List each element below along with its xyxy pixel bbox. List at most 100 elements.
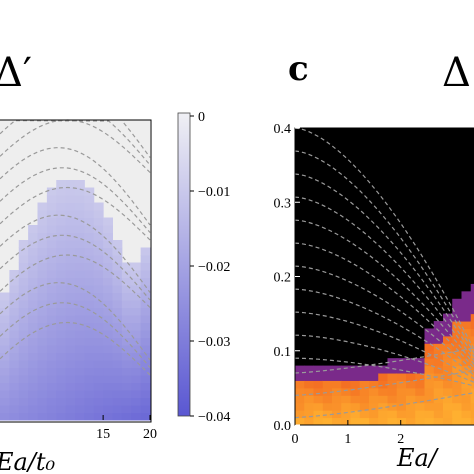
left-heat-cell xyxy=(0,345,10,353)
left-heat-cell xyxy=(56,202,67,211)
left-heat-cell xyxy=(112,330,123,338)
right-heat-cell xyxy=(470,335,474,344)
left-heat-cell xyxy=(65,255,76,263)
left-heat-cell xyxy=(75,412,85,421)
right-heat-cell xyxy=(406,365,416,374)
left-heat-cell xyxy=(56,187,67,196)
left-heat-cell xyxy=(121,360,132,368)
right-heat-cell xyxy=(424,335,435,344)
right-heat-cell xyxy=(313,373,324,381)
left-heat-cell xyxy=(65,262,76,271)
left-heat-cell xyxy=(131,367,142,376)
left-heat-cell xyxy=(37,390,48,398)
right-heat-cell xyxy=(415,373,425,381)
left-heat-cell xyxy=(112,315,123,323)
left-heat-cell xyxy=(56,352,67,361)
right-x-tick-label: 0 xyxy=(292,432,299,447)
left-heat-cell xyxy=(0,367,10,376)
right-y-ticks: 0.0 0.1 0.2 0.3 0.4 xyxy=(274,122,300,434)
left-heat-cell xyxy=(131,345,142,353)
left-heat-cell xyxy=(56,337,67,346)
left-heat-cell xyxy=(28,300,38,308)
left-heat-cell xyxy=(46,300,57,308)
right-heat-cell xyxy=(396,387,407,396)
right-dashed-curve xyxy=(294,265,474,373)
right-heat-cell xyxy=(461,387,472,396)
left-heat-cell xyxy=(131,315,142,323)
left-heat-cell xyxy=(65,322,76,331)
left-heat-cell xyxy=(84,330,95,338)
left-heat-cell xyxy=(9,315,20,323)
right-heat-cell xyxy=(452,298,462,307)
left-heat-cell xyxy=(56,247,67,256)
left-heat-cell xyxy=(103,255,113,263)
right-heat-cell xyxy=(378,395,388,404)
right-heat-cell xyxy=(433,417,444,426)
right-heat-cell xyxy=(452,365,462,374)
left-heat-cell xyxy=(103,360,113,368)
left-heat-cell xyxy=(121,285,132,293)
right-heat-cell xyxy=(295,417,305,426)
right-heat-cell xyxy=(396,395,407,404)
right-heat-cell xyxy=(470,380,474,389)
left-heat-cell xyxy=(65,217,76,226)
right-heat-cell xyxy=(313,402,324,411)
right-heat-cell xyxy=(350,373,361,381)
left-heat-cell xyxy=(112,285,123,293)
right-heat-cell xyxy=(424,373,435,381)
right-heat-cell xyxy=(461,343,472,352)
left-heat-cell xyxy=(75,262,85,271)
left-heat-cell xyxy=(121,307,132,316)
right-dashed-curve-lower xyxy=(294,369,474,396)
left-heat-cell xyxy=(112,255,123,263)
left-heat-cell xyxy=(103,285,113,293)
right-heat-cell xyxy=(433,358,444,367)
left-heat-cell xyxy=(65,330,76,338)
left-heat-cell xyxy=(18,262,29,271)
right-heat-cell xyxy=(332,373,342,381)
left-x-ticks: 15 20 xyxy=(96,415,157,442)
left-heat-cell xyxy=(56,285,67,293)
left-heat-cell xyxy=(93,375,104,383)
left-heat-cell xyxy=(75,405,85,413)
right-heat-cell xyxy=(461,298,472,307)
left-heat-cell xyxy=(121,382,132,391)
left-dashed-curve xyxy=(0,214,151,293)
right-heat-cell xyxy=(452,417,462,426)
right-heat-cell xyxy=(396,380,407,389)
right-heat-cell xyxy=(322,395,333,404)
right-heat-cell xyxy=(359,373,370,381)
left-heat-cell xyxy=(65,367,76,376)
left-dashed-curve xyxy=(0,186,151,241)
left-heatmap xyxy=(0,120,151,421)
left-heat-cell xyxy=(37,255,48,263)
left-heat-cell xyxy=(9,270,20,278)
left-heat-cell xyxy=(37,307,48,316)
right-heat-cell xyxy=(424,417,435,426)
right-heat-cell xyxy=(359,402,370,411)
left-dashed-curve xyxy=(0,167,151,233)
left-heat-cell xyxy=(84,225,95,233)
right-heat-cell xyxy=(415,402,425,411)
left-heat-cell xyxy=(121,262,132,271)
left-heat-cell xyxy=(75,210,85,218)
left-heat-cell xyxy=(84,247,95,256)
left-heat-cell xyxy=(18,375,29,383)
right-heat-cell xyxy=(443,387,453,396)
left-heat-cell xyxy=(46,217,57,226)
left-heat-cell xyxy=(9,397,20,406)
left-heat-cell xyxy=(93,255,104,263)
left-heat-cell xyxy=(140,337,151,346)
left-heat-cell xyxy=(37,330,48,338)
left-heat-cell xyxy=(56,322,67,331)
right-heat-cell xyxy=(332,402,342,411)
right-heat-cell xyxy=(378,417,388,426)
left-heat-cell xyxy=(93,390,104,398)
left-heat-cell xyxy=(84,375,95,383)
colorbar-tick-label: −0.04 xyxy=(198,410,230,425)
left-heat-cell xyxy=(28,225,38,233)
left-heat-cell xyxy=(65,195,76,203)
left-heat-cell xyxy=(84,210,95,218)
right-heat-cell xyxy=(406,358,416,367)
left-heat-cell xyxy=(9,300,20,308)
